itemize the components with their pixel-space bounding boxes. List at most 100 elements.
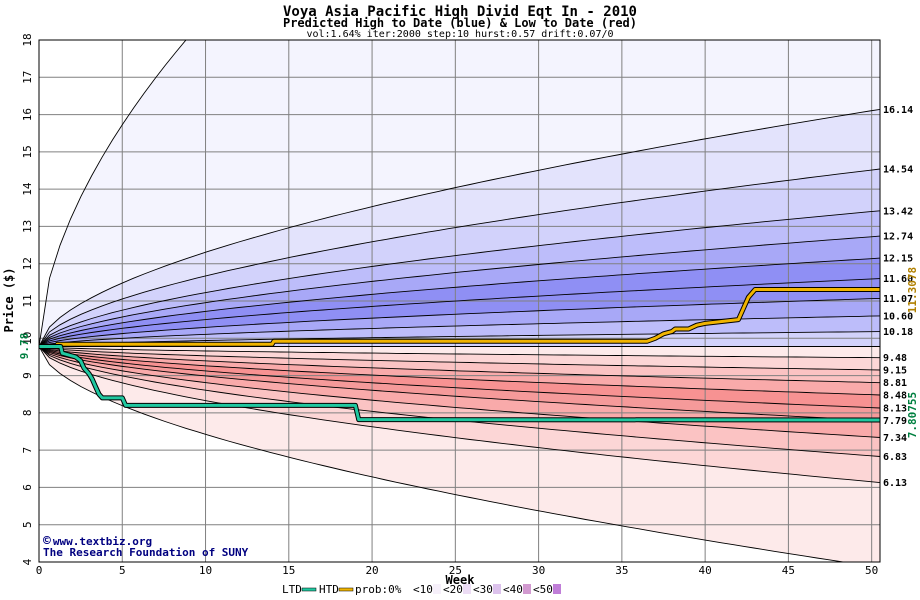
legend: LTD HTD prob:0% <10% <20% <30% <40% <50% <box>282 583 561 596</box>
x-tick-label: 5 <box>119 564 126 577</box>
y-tick-label: 8 <box>21 410 34 417</box>
probability-bands <box>39 40 880 562</box>
high-band <box>39 278 880 347</box>
band-boundary-line <box>39 278 880 347</box>
credit-org: The Research Foundation of SUNY <box>43 546 249 559</box>
low-band <box>39 346 880 457</box>
chart-title: Voya Asia Pacific High Divid Eqt In - 20… <box>283 4 637 20</box>
series-line-ltd <box>39 345 880 422</box>
band-end-label: 11.60 <box>883 274 913 285</box>
legend-prob-swatch <box>403 584 411 594</box>
band-boundary-line <box>39 346 880 384</box>
band-end-label: 14.54 <box>883 165 913 176</box>
band-boundary-line <box>39 257 880 347</box>
y-tick-label: 12 <box>21 257 34 270</box>
band-end-label: 6.13 <box>883 478 907 489</box>
x-tick-label: 20 <box>365 564 378 577</box>
high-end-value-label: 11.3078 <box>906 267 919 313</box>
legend-ltd-swatch <box>301 587 317 592</box>
band-end-label: 12.15 <box>883 254 913 265</box>
high-band <box>39 169 880 347</box>
band-end-label: 7.79 <box>883 416 907 427</box>
x-tick-label: 50 <box>865 564 878 577</box>
band-boundary-line <box>39 235 880 347</box>
high-band <box>39 109 880 347</box>
axis-ticks: 0 5 10 15 20 25 30 35 40 45 5045678910111213141516… <box>21 33 878 577</box>
band-end-label: 9.48 <box>883 353 907 364</box>
legend-prob-swatch <box>523 584 531 594</box>
legend-htd-swatch <box>338 587 354 592</box>
legend-prob-swatch <box>493 584 501 594</box>
x-tick-label: 45 <box>782 564 795 577</box>
low-band <box>39 346 880 562</box>
legend-htd-label: HTD <box>319 583 339 596</box>
high-band <box>39 298 880 347</box>
y-tick-label: 13 <box>21 220 34 233</box>
series-lines <box>39 287 880 423</box>
low-band <box>39 346 880 383</box>
band-boundary-line <box>39 346 880 438</box>
y-tick-label: 9 <box>21 372 34 379</box>
band-boundary-line <box>39 346 880 396</box>
low-end-value-label: 7.80755 <box>906 392 919 438</box>
band-end-label: 13.42 <box>883 206 913 217</box>
low-band <box>39 346 880 421</box>
band-boundary-line <box>39 297 880 347</box>
band-end-label: 10.18 <box>883 327 913 338</box>
credit-url-text: www.textbiz.org <box>53 535 152 548</box>
y-axis-label: Price ($) <box>2 267 16 332</box>
high-band <box>39 40 880 347</box>
plot-frame <box>38 39 881 563</box>
x-tick-label: 10 <box>199 564 212 577</box>
low-band <box>39 346 880 358</box>
x-tick-label: 40 <box>699 564 712 577</box>
band-end-label: 12.74 <box>883 232 913 243</box>
low-band <box>39 346 880 408</box>
legend-prob-swatch <box>463 584 471 594</box>
y-tick-label: 4 <box>21 558 34 565</box>
credit: © www.textbiz.org The Research Foundation… <box>43 534 249 559</box>
legend-prob-swatch <box>553 584 561 594</box>
band-boundary-line <box>39 108 880 347</box>
y-tick-label: 7 <box>21 447 34 454</box>
band-end-label: 16.14 <box>883 105 913 116</box>
band-boundary-line <box>39 346 880 409</box>
band-boundary-line <box>39 346 880 484</box>
x-tick-label: 15 <box>282 564 295 577</box>
y-tick-label: 5 <box>21 521 34 528</box>
band-end-label: 11.07 <box>883 294 913 305</box>
y-tick-label: 6 <box>21 484 34 491</box>
series-line-htd <box>39 288 880 348</box>
y-tick-label: 15 <box>21 145 34 158</box>
band-end-labels: 16.14 14.54 13.42 12.74 12.15 11.60 11.07 10.60… <box>883 105 913 489</box>
band-end-label: 6.83 <box>883 452 907 463</box>
band-boundary-line <box>39 346 847 562</box>
high-band <box>39 315 880 347</box>
y-tick-label: 16 <box>21 108 34 121</box>
credit-url: © www.textbiz.org <box>43 534 152 549</box>
band-boundary-line <box>39 346 880 422</box>
x-tick-label: 25 <box>449 564 462 577</box>
high-band <box>39 258 880 347</box>
start-value-label: 9.78 <box>18 333 31 360</box>
band-end-label: 7.34 <box>883 433 907 444</box>
y-tick-label: 18 <box>21 33 34 46</box>
band-end-label: 9.15 <box>883 365 907 376</box>
chart-subtitle: Predicted High to Date (blue) & Low to D… <box>283 16 637 30</box>
band-end-label: 8.48 <box>883 390 907 401</box>
x-tick-label: 35 <box>615 564 628 577</box>
low-band <box>39 346 880 438</box>
low-band <box>39 346 880 483</box>
y-tick-label: 17 <box>21 71 34 84</box>
chart-params: vol:1.64% iter:2000 step:10 hurst:0.57 d… <box>306 29 613 40</box>
band-boundary-line <box>39 40 187 347</box>
legend-ltd-label: LTD <box>282 583 302 596</box>
x-tick-label: 30 <box>532 564 545 577</box>
low-band <box>39 346 880 370</box>
band-boundary-line <box>39 210 880 347</box>
band-end-label: 8.81 <box>883 378 907 389</box>
band-boundary-line <box>39 168 880 347</box>
y-tick-label: 10 <box>21 332 34 345</box>
low-band <box>39 346 880 395</box>
